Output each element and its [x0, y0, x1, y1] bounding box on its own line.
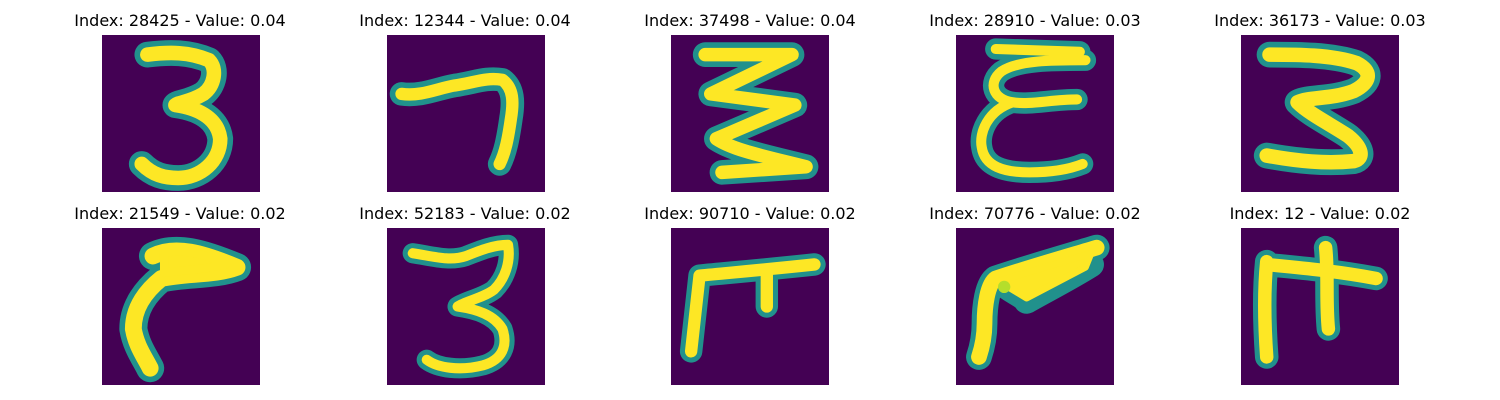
panel-title: Index: 21549 - Value: 0.02 — [30, 205, 330, 223]
panel-title: Index: 28910 - Value: 0.03 — [885, 12, 1185, 30]
digit-image — [102, 228, 260, 385]
panel-title: Index: 70776 - Value: 0.02 — [885, 205, 1185, 223]
digit-image — [102, 35, 260, 192]
digit-image — [956, 35, 1114, 192]
panel-title: Index: 90710 - Value: 0.02 — [600, 205, 900, 223]
panel-title: Index: 12344 - Value: 0.04 — [315, 12, 615, 30]
panel-title: Index: 28425 - Value: 0.04 — [30, 12, 330, 30]
digit-image — [671, 228, 829, 385]
digit-image — [671, 35, 829, 192]
panel-title: Index: 12 - Value: 0.02 — [1170, 205, 1470, 223]
digit-image — [1241, 35, 1399, 192]
digit-image — [1241, 228, 1399, 385]
digit-image — [387, 35, 545, 192]
panel-title: Index: 37498 - Value: 0.04 — [600, 12, 900, 30]
panel-title: Index: 52183 - Value: 0.02 — [315, 205, 615, 223]
digit-image — [956, 228, 1114, 385]
digit-image — [387, 228, 545, 385]
panel-title: Index: 36173 - Value: 0.03 — [1170, 12, 1470, 30]
